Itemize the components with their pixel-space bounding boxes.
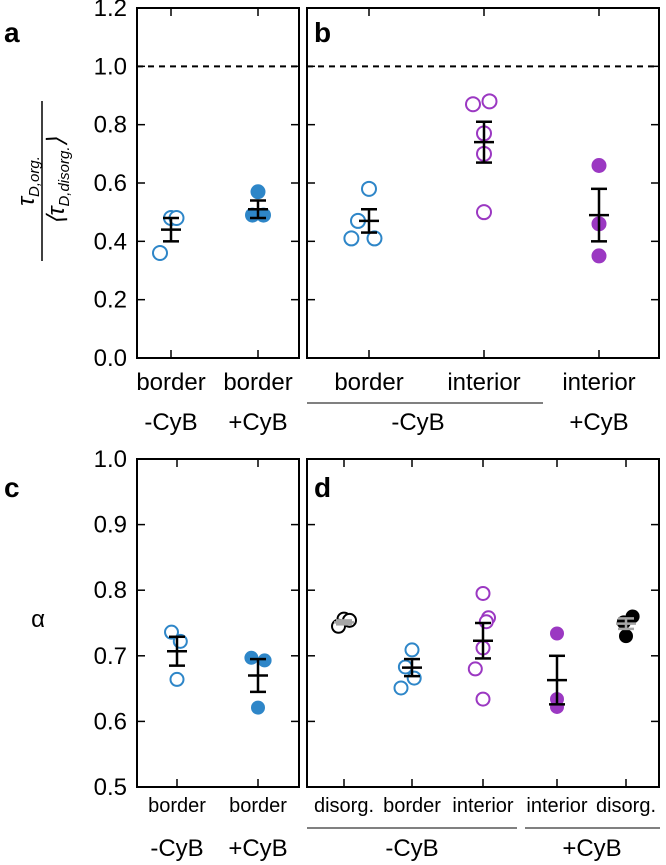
xlabel-d-group-3: +CyB (562, 835, 621, 862)
panel-d-point (550, 626, 564, 641)
panel-a-point (250, 184, 266, 200)
xlabel-b-cat-2: interior (562, 369, 635, 396)
panel-label-b: b (314, 17, 331, 48)
xlabel-d-cat-2: interior (452, 795, 513, 817)
xlabel-a-cat-0: border (136, 369, 205, 396)
xlabel-a-cat-1: border (223, 369, 292, 396)
xlabel-d-cat-0: disorg. (314, 795, 374, 817)
panel-c-ytick-label: 1.0 (94, 446, 127, 473)
xlabel-b-group-2: +CyB (569, 409, 628, 436)
panel-a-ytick-label: 0.0 (94, 345, 127, 372)
panel-b-frame (306, 7, 660, 359)
panel-b-point (361, 180, 377, 197)
xlabel-c-group-0: -CyB (150, 835, 203, 862)
panel-c-point (164, 624, 179, 640)
panel-c-point (257, 653, 272, 668)
panel-b-point (343, 230, 360, 247)
panel-d-point (619, 629, 633, 644)
panel-c-point (251, 700, 265, 715)
xlabel-c-cat-1: border (229, 795, 287, 817)
panel-a-ytick-label: 0.4 (94, 228, 127, 255)
panel-c-point (169, 671, 185, 687)
panel-d-point (475, 691, 491, 707)
panel-c-ytick-label: 0.6 (94, 708, 127, 735)
xlabel-b-cat-1: interior (447, 369, 520, 396)
panel-b-point (465, 96, 481, 113)
panel-c-ytick-label: 0.9 (94, 512, 127, 539)
xlabel-d-cat-4: disorg. (596, 795, 656, 817)
alpha-ylabel: α (31, 606, 45, 633)
xlabel-d-cat-1: border (383, 795, 441, 817)
xlabel-a-group-0: -CyB (144, 409, 197, 436)
panel-d-point (406, 670, 422, 686)
panel-a-ytick-label: 0.8 (94, 112, 127, 139)
panel-a-point (152, 245, 168, 261)
panel-label-a: a (4, 17, 20, 48)
panel-c-ytick-label: 0.7 (94, 643, 127, 670)
xlabel-c-cat-0: border (148, 795, 206, 817)
panel-d-point (475, 585, 491, 601)
panel-a-frame (136, 7, 300, 359)
xlabel-b-cat-0: border (334, 369, 403, 396)
xlabel-c-group-1: +CyB (228, 835, 287, 862)
panel-c-point (244, 650, 259, 665)
panel-c-ytick-label: 0.8 (94, 577, 127, 604)
panel-c-ytick-label: 0.5 (94, 774, 127, 801)
panel-a-ytick-label: 0.6 (94, 170, 127, 197)
panel-b-point (476, 204, 492, 221)
panel-a-ytick-label: 1.2 (94, 0, 127, 22)
tau-ratio-ylabel: τD,org. ⟨τD,disorg.⟩ (13, 101, 73, 261)
svg-text:⟨τD,disorg.⟩: ⟨τD,disorg.⟩ (43, 137, 73, 225)
panel-label-c: c (4, 472, 20, 503)
panel-d-point (393, 680, 409, 696)
xlabel-a-group-1: +CyB (228, 409, 287, 436)
panel-label-d: d (314, 472, 331, 503)
panel-b-point (591, 158, 607, 173)
panel-d-point (467, 661, 483, 677)
panel-b-point (591, 248, 607, 264)
xlabel-b-group-0: -CyB (391, 409, 444, 436)
xlabel-d-cat-3: interior (526, 795, 587, 817)
panel-d-point (404, 642, 420, 658)
panel-a-ytick-label: 0.2 (94, 287, 127, 314)
xlabel-d-group-0: -CyB (385, 835, 438, 862)
svg-text:τD,org.: τD,org. (13, 156, 43, 206)
panel-a-ytick-label: 1.0 (94, 53, 127, 80)
panel-b-point (481, 93, 498, 110)
panel-c-frame (136, 458, 300, 788)
